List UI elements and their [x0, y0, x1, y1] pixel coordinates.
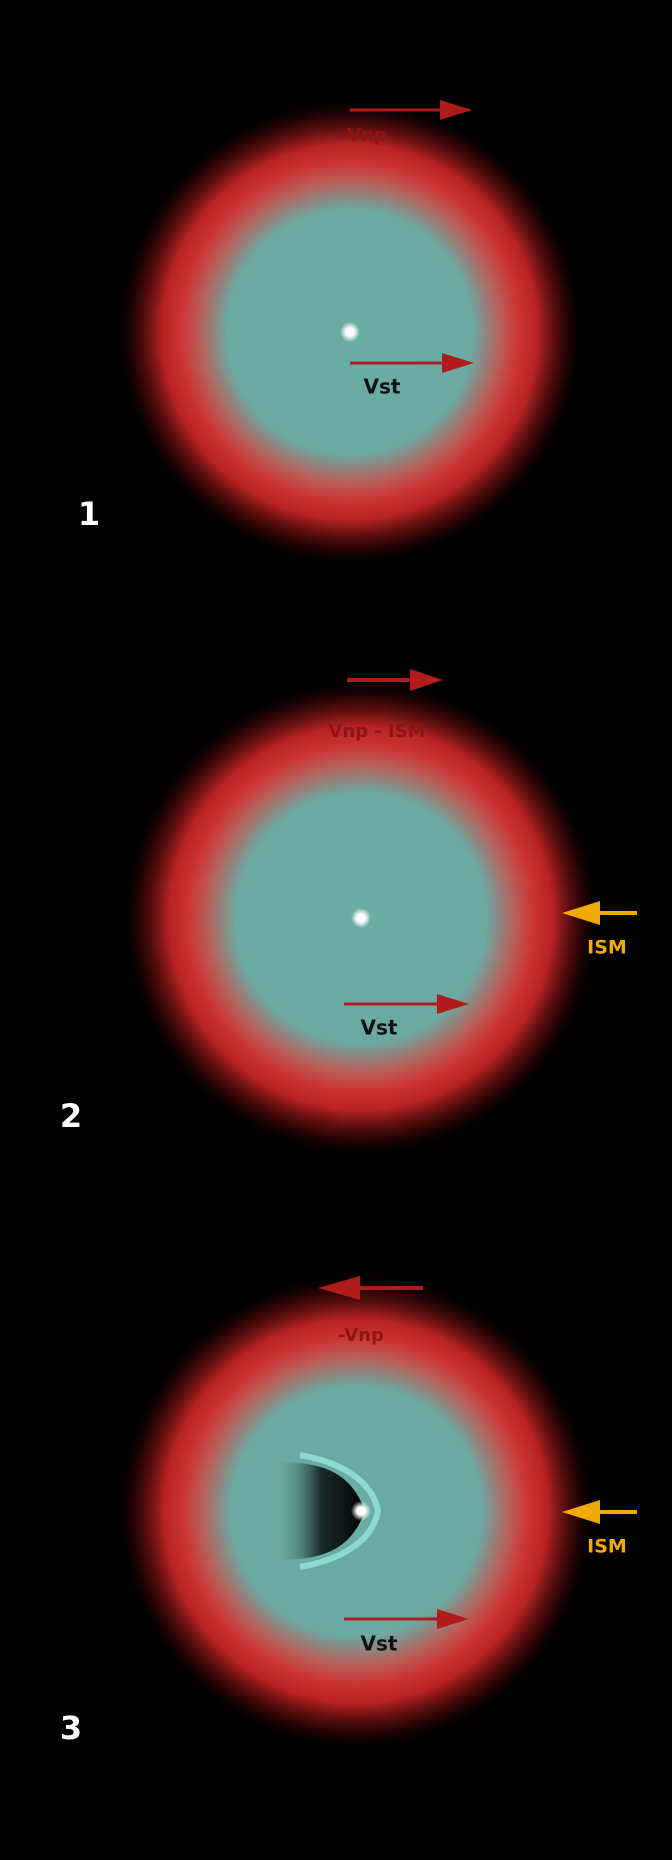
panel-number: 2	[60, 1097, 82, 1135]
velocity-label: Vst	[364, 375, 401, 399]
panel-3: -Vnp ISM Vst 3	[60, 1271, 637, 1751]
velocity-label: Vst	[361, 1632, 398, 1656]
star	[351, 908, 371, 928]
velocity-label: Vnp	[347, 125, 387, 146]
panel-1: Vnp Vst 1	[78, 97, 585, 567]
diagram: Vnp Vst 1 Vnp - ISM ISM Vst 2 -Vnp ISM V…	[0, 0, 672, 1860]
velocity-label: -Vnp	[338, 1325, 384, 1346]
ism-label: ISM	[587, 1536, 627, 1558]
velocity-label: Vnp - ISM	[328, 721, 425, 742]
panel-number: 3	[60, 1709, 82, 1747]
ism-label: ISM	[587, 937, 627, 959]
panel-number: 1	[78, 495, 100, 533]
panel-2: Vnp - ISM ISM Vst 2	[60, 669, 637, 1158]
star	[340, 322, 360, 342]
star	[351, 1501, 371, 1521]
velocity-label: Vst	[361, 1016, 398, 1040]
arrowhead	[440, 100, 472, 120]
